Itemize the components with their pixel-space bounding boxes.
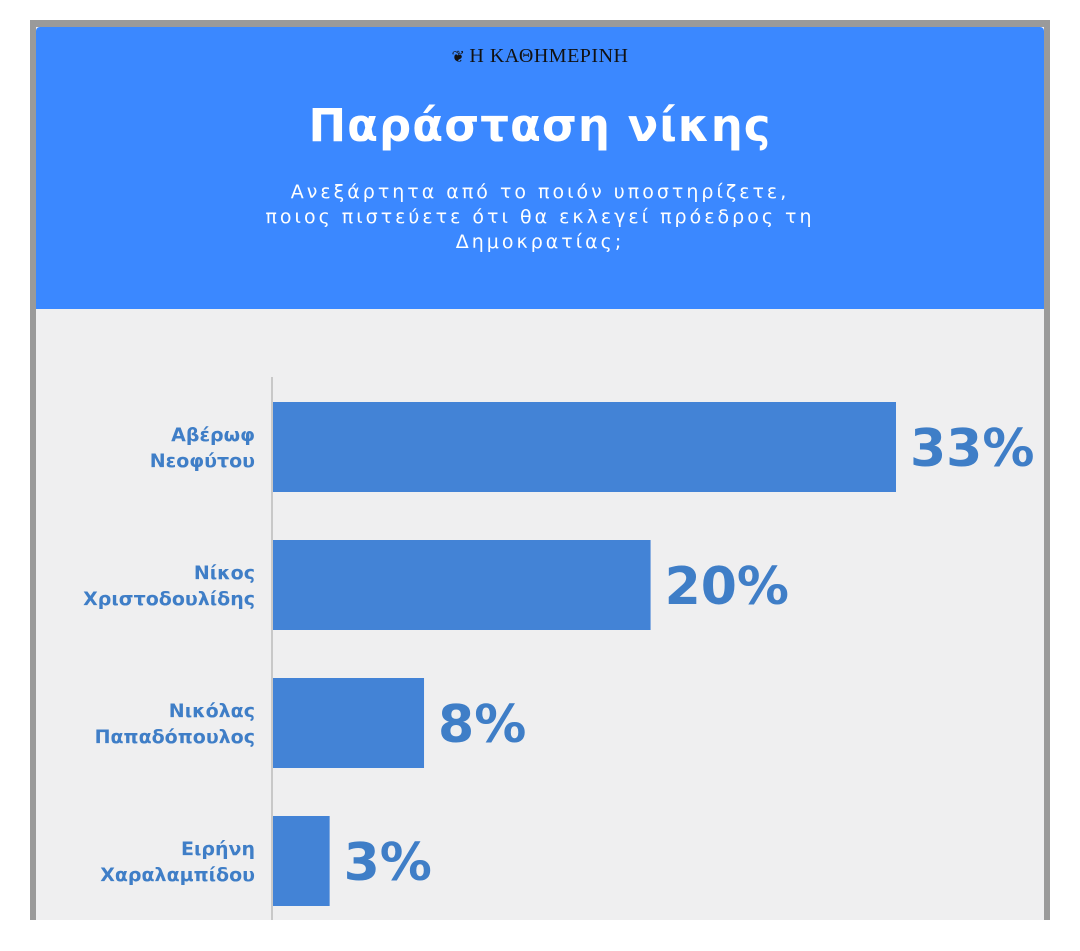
value-label: 3% [344,833,432,893]
category-label-line: Νίκος [194,562,255,584]
category-label-line: Παπαδόπουλος [95,726,255,748]
category-label: Νικόλας Παπαδόπουλος [95,700,255,748]
bar [273,678,425,768]
publisher-logo: ❦ Η ΚΑΘΗΜΕΡΙΝΗ [36,45,1044,68]
subtitle-line: Ανεξάρτητα από το ποιόν υποστηρίζετε, [290,181,790,203]
bar [273,402,896,492]
category-label: Αβέρωφ Νεοφύτου [150,424,255,472]
publisher-name: Η ΚΑΘΗΜΕΡΙΝΗ [469,45,629,67]
value-label: 33% [910,419,1034,479]
value-label: 20% [665,557,789,617]
category-label-line: Νικόλας [169,700,255,722]
category-label: Νίκος Χριστοδουλίδης [83,562,255,610]
logo-emblem-icon: ❦ [451,49,466,66]
category-label-line: Ειρήνη [181,838,255,860]
subtitle-line: ποιος πιστεύετε ότι θα εκλεγεί πρόεδρος … [265,206,815,228]
bar [273,816,330,906]
value-label: 8% [438,695,526,755]
chart-title: Παράσταση νίκης [308,99,772,152]
category-label-line: Χαραλαμπίδου [100,864,255,886]
category-label-line: Χριστοδουλίδης [83,588,255,610]
category-label: Ειρήνη Χαραλαμπίδου [100,838,255,886]
screenshot-frame: ❦ Η ΚΑΘΗΜΕΡΙΝΗ Παράσταση νίκης Ανεξάρτητα… [30,20,1050,920]
infographic-card: ❦ Η ΚΑΘΗΜΕΡΙΝΗ Παράσταση νίκης Ανεξάρτητα… [36,27,1044,920]
bar [273,540,651,630]
chart-subtitle: Ανεξάρτητα από το ποιόν υποστηρίζετε, πο… [186,180,894,255]
subtitle-line: Δημοκρατίας; [455,231,625,253]
header-banner: ❦ Η ΚΑΘΗΜΕΡΙΝΗ Παράσταση νίκης Ανεξάρτητα… [36,27,1044,309]
category-label-line: Νεοφύτου [150,450,255,472]
bar-chart: Αβέρωφ Νεοφύτου 33% Νίκος Χριστοδουλίδης 20% Ν… [83,377,1034,920]
category-label-line: Αβέρωφ [171,424,255,446]
